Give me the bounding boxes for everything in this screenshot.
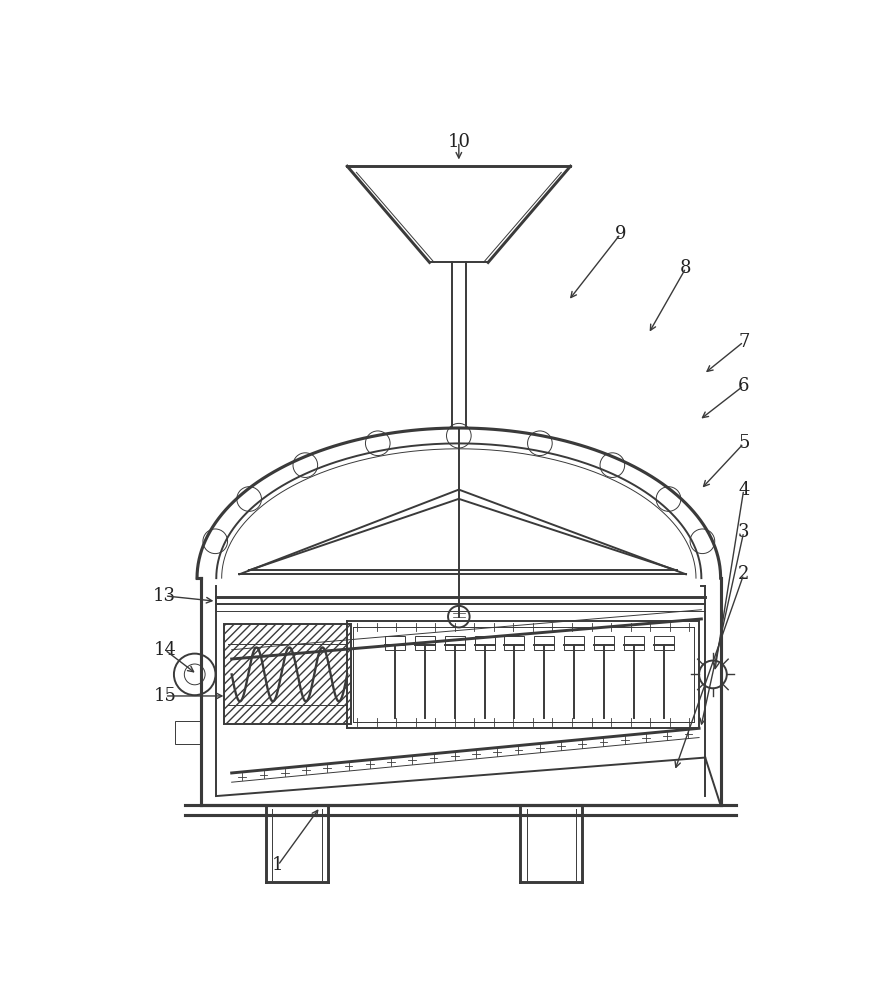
Text: 9: 9 bbox=[615, 225, 626, 243]
Bar bbox=[415, 636, 435, 650]
Bar bbox=[534, 636, 554, 650]
Bar bbox=[224, 624, 351, 724]
Bar bbox=[385, 636, 405, 650]
Bar bbox=[564, 636, 584, 650]
Text: 7: 7 bbox=[738, 333, 750, 351]
Text: 14: 14 bbox=[153, 641, 176, 659]
Text: 4: 4 bbox=[738, 481, 750, 499]
Bar bbox=[445, 636, 464, 650]
Bar bbox=[475, 636, 494, 650]
Text: 13: 13 bbox=[153, 587, 176, 605]
Bar bbox=[175, 721, 201, 744]
Text: 3: 3 bbox=[738, 523, 750, 541]
Bar bbox=[505, 636, 524, 650]
Bar bbox=[654, 636, 674, 650]
Text: 10: 10 bbox=[448, 133, 470, 151]
Bar bbox=[594, 636, 614, 650]
Bar bbox=[624, 636, 644, 650]
Text: 6: 6 bbox=[738, 377, 750, 395]
Text: 2: 2 bbox=[738, 565, 750, 583]
Text: 1: 1 bbox=[272, 856, 284, 874]
Text: 15: 15 bbox=[153, 687, 176, 705]
Text: 8: 8 bbox=[680, 259, 692, 277]
Text: 5: 5 bbox=[738, 434, 750, 452]
